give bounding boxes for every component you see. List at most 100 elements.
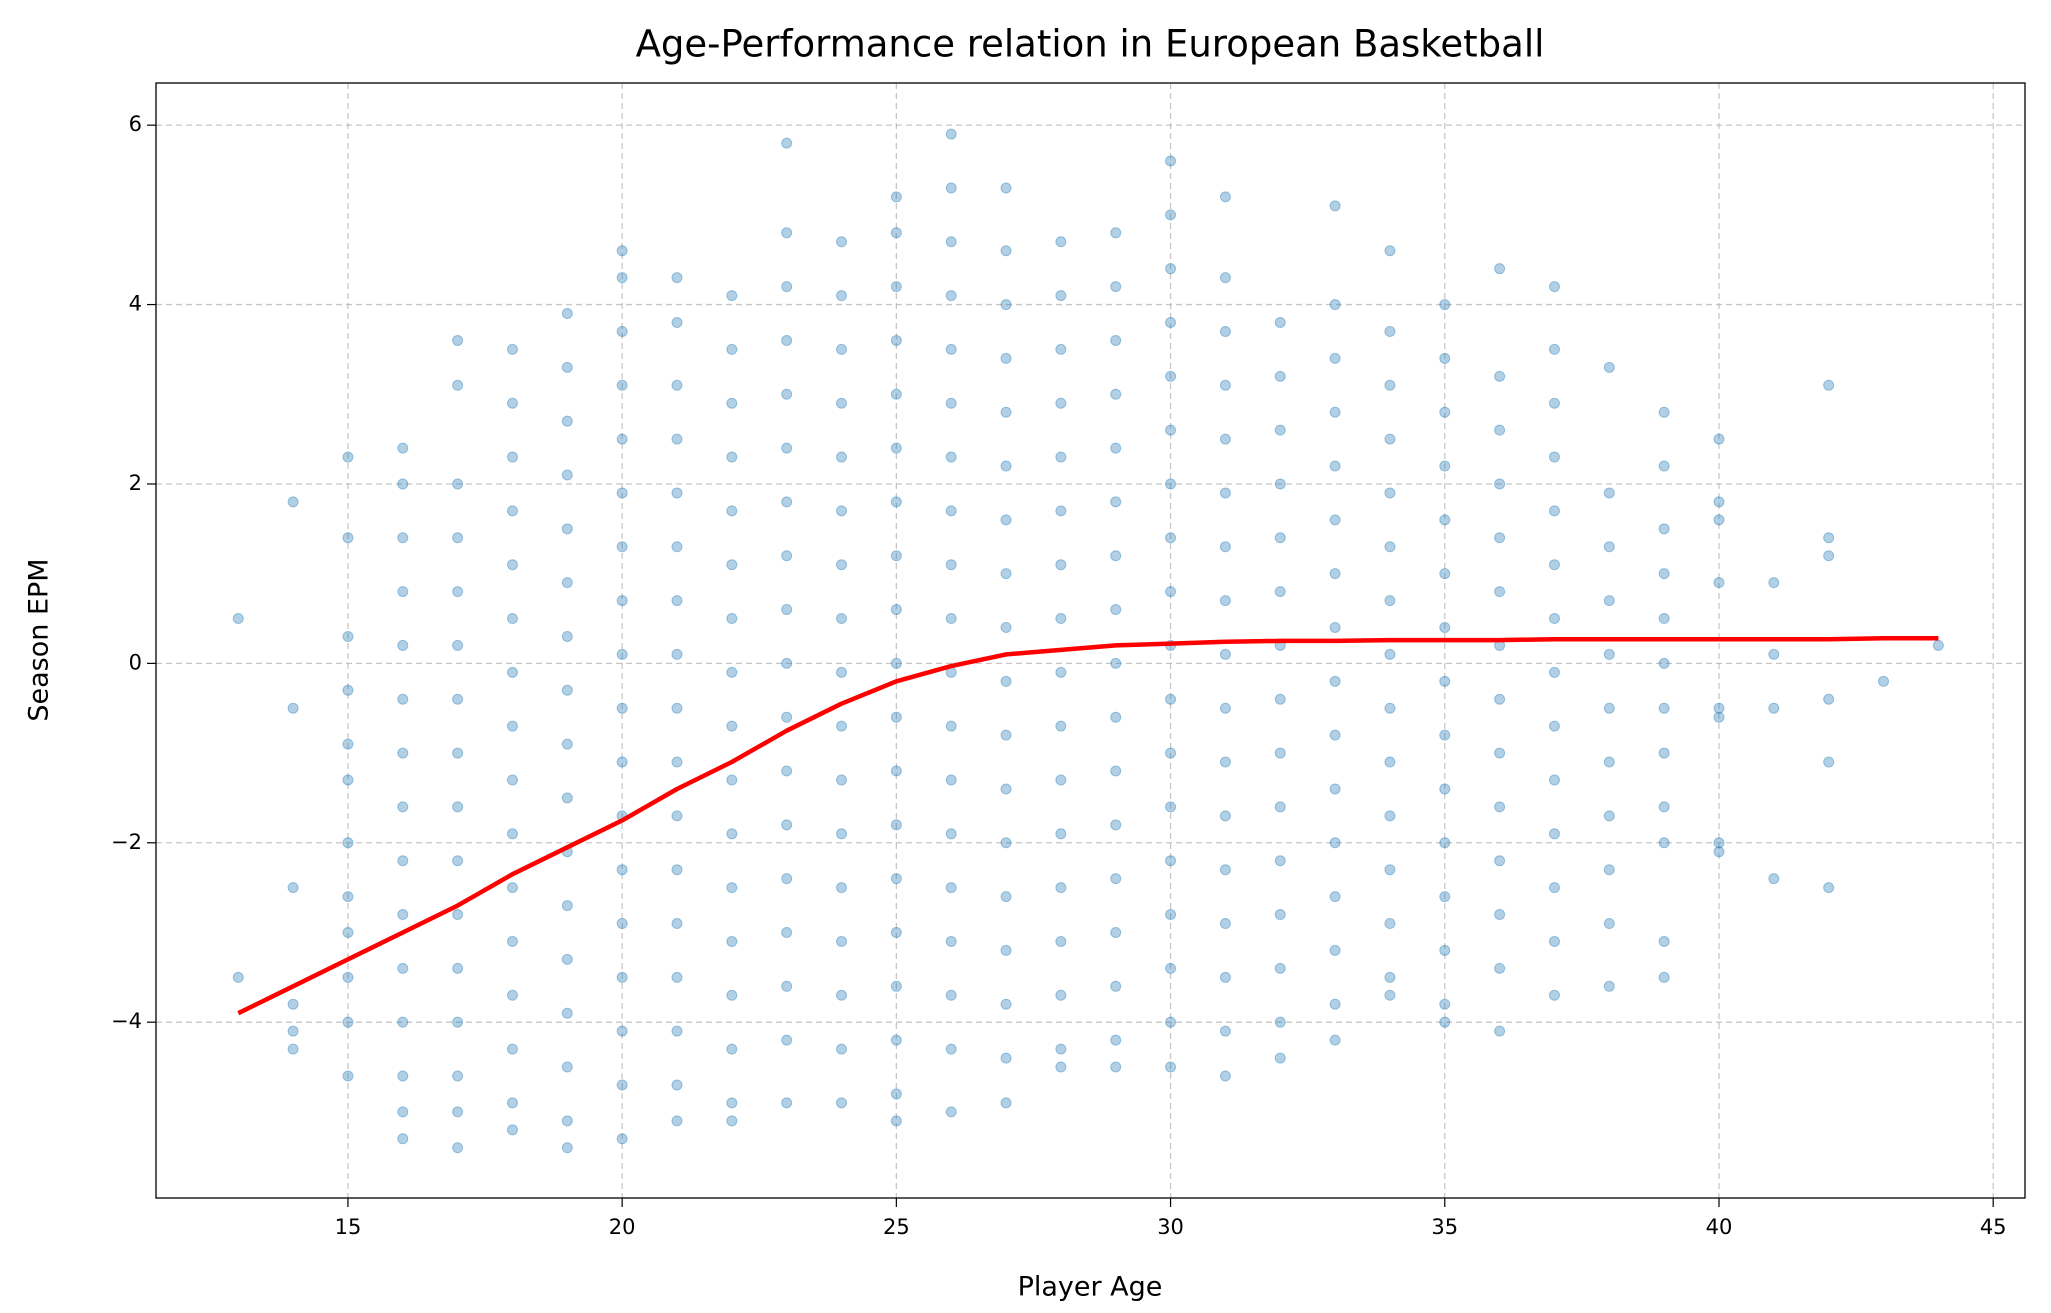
data-point	[726, 666, 738, 678]
data-point	[342, 1016, 354, 1028]
data-point	[452, 532, 464, 544]
data-point	[1329, 675, 1341, 687]
data-point	[1603, 918, 1615, 930]
data-point	[1000, 837, 1012, 849]
data-point	[287, 998, 299, 1010]
data-point	[1768, 873, 1780, 885]
data-point	[1548, 343, 1560, 355]
data-point	[561, 523, 573, 535]
data-point	[1219, 379, 1231, 391]
data-point	[616, 918, 628, 930]
data-point	[836, 989, 848, 1001]
data-point	[1384, 487, 1396, 499]
data-point	[452, 379, 464, 391]
data-point	[890, 604, 902, 616]
x-tick-label: 25	[883, 1215, 910, 1239]
data-point	[1384, 810, 1396, 822]
data-point	[1000, 998, 1012, 1010]
data-point	[506, 559, 518, 571]
data-point	[561, 1142, 573, 1154]
data-point	[1219, 595, 1231, 607]
data-point	[781, 604, 793, 616]
data-point	[1329, 352, 1341, 364]
data-point	[781, 819, 793, 831]
data-point	[945, 1106, 957, 1118]
data-point	[1494, 586, 1506, 598]
data-point	[1439, 675, 1451, 687]
data-point	[890, 334, 902, 346]
data-point	[1384, 702, 1396, 714]
data-point	[1439, 837, 1451, 849]
data-point	[1384, 433, 1396, 445]
data-point	[397, 442, 409, 454]
data-point	[1658, 801, 1670, 813]
data-point	[397, 478, 409, 490]
data-point	[1384, 325, 1396, 337]
data-point	[1165, 855, 1177, 867]
data-point	[452, 1142, 464, 1154]
data-point	[561, 1007, 573, 1019]
data-point	[1329, 514, 1341, 526]
data-point	[342, 630, 354, 642]
data-point	[397, 1070, 409, 1082]
data-point	[1329, 460, 1341, 472]
data-point	[781, 281, 793, 293]
data-point	[1219, 325, 1231, 337]
data-point	[561, 577, 573, 589]
data-point	[890, 711, 902, 723]
data-point	[836, 720, 848, 732]
data-point	[616, 971, 628, 983]
y-axis-label: Season EPM	[24, 558, 55, 721]
y-tick-label: 4	[129, 292, 142, 316]
data-point	[1603, 756, 1615, 768]
data-point	[397, 532, 409, 544]
data-point	[1439, 352, 1451, 364]
data-point	[1110, 281, 1122, 293]
data-point	[1165, 801, 1177, 813]
data-point	[726, 935, 738, 947]
data-point	[506, 505, 518, 517]
data-point	[726, 1043, 738, 1055]
data-point	[1548, 281, 1560, 293]
data-point	[1110, 496, 1122, 508]
data-point	[1713, 846, 1725, 858]
data-point	[890, 550, 902, 562]
data-point	[1110, 765, 1122, 777]
data-point	[1494, 370, 1506, 382]
data-point	[616, 1079, 628, 1091]
data-point	[890, 819, 902, 831]
data-point	[1768, 577, 1780, 589]
data-point	[1384, 989, 1396, 1001]
data-point	[1055, 1061, 1067, 1073]
data-point	[836, 236, 848, 248]
data-point	[1055, 559, 1067, 571]
data-point	[726, 1097, 738, 1109]
data-point	[1110, 873, 1122, 885]
data-point	[1548, 828, 1560, 840]
y-tick-label: −2	[111, 830, 142, 854]
data-point	[1329, 1034, 1341, 1046]
data-point	[506, 1043, 518, 1055]
data-point	[726, 505, 738, 517]
data-point	[1494, 263, 1506, 275]
data-point	[506, 989, 518, 1001]
data-point	[836, 1097, 848, 1109]
data-point	[781, 1034, 793, 1046]
data-point	[452, 1106, 464, 1118]
data-point	[1110, 604, 1122, 616]
data-point	[397, 801, 409, 813]
data-point	[890, 442, 902, 454]
data-point	[397, 855, 409, 867]
plot-frame	[155, 82, 2026, 1199]
data-point	[1165, 532, 1177, 544]
data-point	[1219, 272, 1231, 284]
data-point	[781, 388, 793, 400]
data-point	[945, 720, 957, 732]
data-point	[1768, 702, 1780, 714]
data-point	[945, 935, 957, 947]
data-point	[1658, 568, 1670, 580]
data-point	[452, 962, 464, 974]
data-point	[1548, 989, 1560, 1001]
data-point	[1219, 756, 1231, 768]
data-point	[945, 1043, 957, 1055]
